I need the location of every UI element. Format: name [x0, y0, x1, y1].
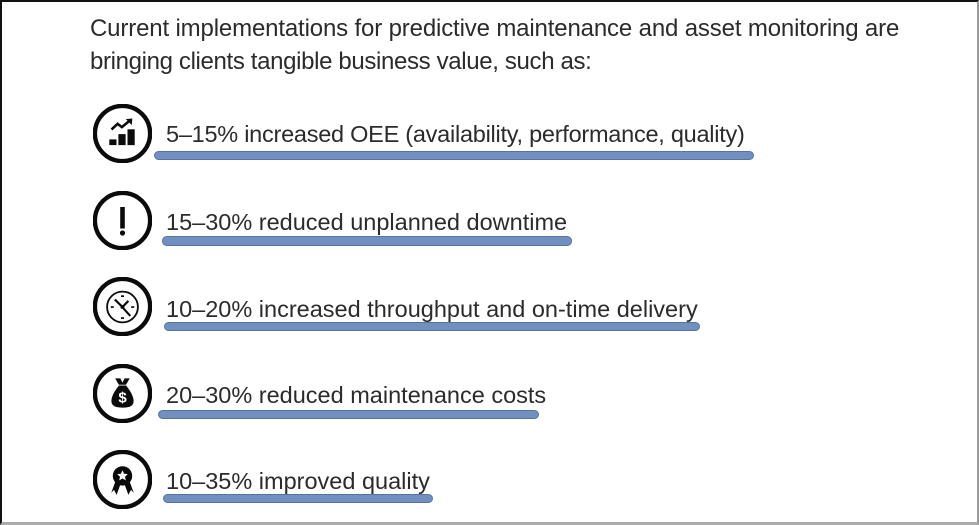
svg-text:$: $	[118, 390, 127, 407]
